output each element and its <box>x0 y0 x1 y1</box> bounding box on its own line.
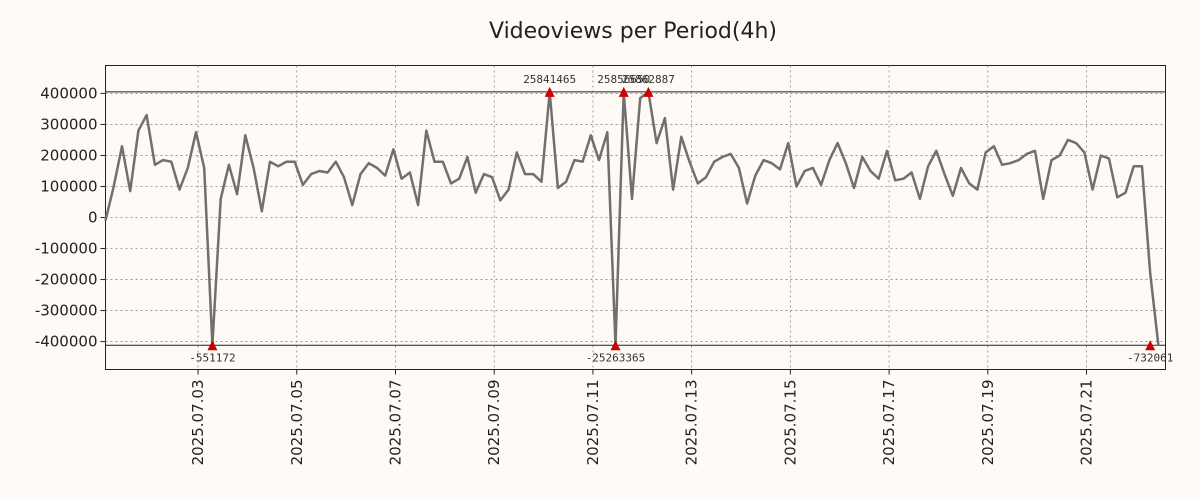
x-tick-label: 2025.07.17 <box>880 380 898 466</box>
annotation-marker <box>643 86 654 97</box>
annotation-label: -25263365 <box>586 351 646 364</box>
y-tick-label: -100000 <box>35 240 98 258</box>
y-tick-label: 0 <box>88 209 98 227</box>
y-tick-label: -400000 <box>35 333 98 351</box>
series-group <box>104 90 1160 347</box>
x-tick-label: 2025.07.07 <box>386 380 404 466</box>
clip-lines <box>105 91 1166 346</box>
annotations: -551172 25841465 -25263365 2585665025862887… <box>189 73 1173 364</box>
series-line <box>104 90 1160 347</box>
annotation-marker <box>618 86 629 97</box>
annotation-label: -732061 <box>1127 351 1173 364</box>
x-tick-label: 2025.07.15 <box>781 380 799 466</box>
x-axis: 2025.07.03 2025.07.05 2025.07.07 2025.07.09… <box>189 369 1096 466</box>
y-tick-label: -300000 <box>35 302 98 320</box>
annotation-marker <box>610 340 621 351</box>
annotation-label: 25862887 <box>622 73 675 86</box>
annotation-label: 25856650 <box>597 73 650 86</box>
y-tick-label: -200000 <box>35 271 98 289</box>
x-tick-label: 2025.07.13 <box>683 380 701 466</box>
x-tick-label: 2025.07.11 <box>584 380 602 466</box>
y-tick-label: 200000 <box>40 146 97 164</box>
y-tick-label: 300000 <box>40 115 97 133</box>
chart-title: Videoviews per Period(4h) <box>489 19 777 44</box>
y-tick-label: 100000 <box>40 177 97 195</box>
x-tick-label: 2025.07.05 <box>288 380 306 466</box>
x-tick-label: 2025.07.03 <box>189 380 207 466</box>
y-tick-label: 400000 <box>40 84 97 102</box>
annotation-label: -551172 <box>189 351 235 364</box>
x-tick-label: 2025.07.09 <box>485 379 503 465</box>
annotation-marker <box>1145 340 1156 351</box>
annotation-marker <box>207 340 218 351</box>
x-tick-label: 2025.07.21 <box>1078 380 1096 466</box>
y-axis: 400000 300000 200000 100000 0 -100000 -200000 -… <box>35 84 106 351</box>
annotation-marker <box>544 86 555 97</box>
x-tick-label: 2025.07.19 <box>979 379 997 465</box>
grid <box>105 65 1166 370</box>
annotation-label: 25841465 <box>523 73 576 86</box>
